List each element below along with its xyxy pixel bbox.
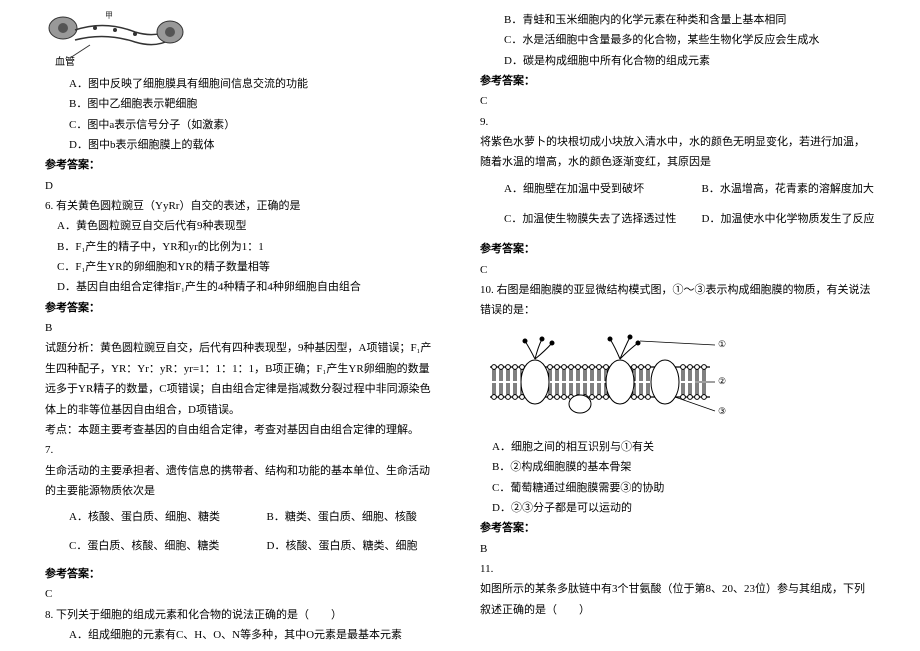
q8-opt-a: A．组成细胞的元素有C、H、O、N等多种，其中O元素是最基本元素 [45,625,440,645]
q6-explanation-2: 考点：本题主要考查基因的自由组合定律，考查对基因自由组合定律的理解。 [45,420,440,440]
q5-opt-b: B．图中乙细胞表示靶细胞 [45,94,440,114]
svg-text:③: ③ [718,406,726,416]
q6-answer-label: 参考答案： [45,298,440,318]
q10-opt-c: C．葡萄糖通过细胞膜需要③的协助 [480,478,875,498]
q7-opt-a: A．核酸、蛋白质、细胞、糖类 [45,507,243,527]
q6-stem: 6. 有关黄色圆粒豌豆（YyRr）自交的表述，正确的是 [45,196,440,216]
q9-opt-b: B．水温增高，花青素的溶解度加大 [678,179,876,199]
svg-text:②: ② [718,376,726,386]
q8-opt-b: B．青蛙和玉米细胞内的化学元素在种类和含量上基本相同 [480,10,875,30]
q6-opt-c: C．F₁产生YR的卵细胞和YR的精子数量相等 [45,257,440,277]
q7-opt-d: D．核酸、蛋白质、糖类、细胞 [243,536,441,556]
q11-stem: 如图所示的某条多肽链中有3个甘氨酸（位于第8、20、23位）参与其组成，下列叙述… [480,579,875,620]
q5-answer: D [45,176,440,196]
q8-answer-label: 参考答案： [480,71,875,91]
membrane-diagram: ① ② ③ [480,329,740,429]
q5-opt-d: D．图中b表示细胞膜上的载体 [45,135,440,155]
q9-stem: 将紫色水萝卜的块根切成小块放入清水中，水的颜色无明显变化，若进行加温，随着水温的… [480,132,875,173]
q11-number: 11. [480,559,875,579]
q9-opt-c: C．加温使生物膜失去了选择透过性 [480,209,678,229]
q9-opt-d: D．加温使水中化学物质发生了反应 [678,209,876,229]
q6-explanation-1: 试题分析：黄色圆粒豌豆自交，后代有四种表现型，9种基因型，A项错误；F₁产生四种… [45,338,440,419]
q9-answer: C [480,260,875,280]
q9-opt-a: A．细胞壁在加温中受到破坏 [480,179,678,199]
q7-number: 7. [45,440,440,460]
q10-stem: 10. 右图是细胞膜的亚显微结构模式图，①～③表示构成细胞膜的物质，有关说法错误… [480,280,875,321]
q8-answer: C [480,91,875,111]
q7-opt-b: B．糖类、蛋白质、细胞、核酸 [243,507,441,527]
q7-opt-c: C．蛋白质、核酸、细胞、糖类 [45,536,243,556]
svg-text:甲: 甲 [105,11,113,20]
q6-opt-b: B．F₁产生的精子中，YR和yr的比例为1：1 [45,237,440,257]
q7-answer-label: 参考答案： [45,564,440,584]
q8-stem: 8. 下列关于细胞的组成元素和化合物的说法正确的是（ ） [45,605,440,625]
q5-answer-label: 参考答案： [45,155,440,175]
q9-answer-label: 参考答案： [480,239,875,259]
q10-answer-label: 参考答案： [480,518,875,538]
q10-opt-a: A．细胞之间的相互识别与①有关 [480,437,875,457]
q5-opt-a: A．图中反映了细胞膜具有细胞间信息交流的功能 [45,74,440,94]
q10-answer: B [480,539,875,559]
cell-signal-diagram: 甲 血管 [45,10,185,70]
q10-opt-d: D．②③分子都是可以运动的 [480,498,875,518]
q7-answer: C [45,584,440,604]
q6-answer: B [45,318,440,338]
q7-stem: 生命活动的主要承担者、遗传信息的携带者、结构和功能的基本单位、生命活动的主要能源… [45,461,440,502]
q10-opt-b: B．②构成细胞膜的基本骨架 [480,457,875,477]
q8-opt-d: D．碳是构成细胞中所有化合物的组成元素 [480,51,875,71]
q8-opt-c: C．水是活细胞中含量最多的化合物，某些生物化学反应会生成水 [480,30,875,50]
q9-number: 9. [480,112,875,132]
q5-opt-c: C．图中a表示信号分子（如激素） [45,115,440,135]
q6-opt-d: D．基因自由组合定律指F₁产生的4种精子和4种卵细胞自由组合 [45,277,440,297]
q6-opt-a: A．黄色圆粒豌豆自交后代有9种表现型 [45,216,440,236]
svg-text:①: ① [718,339,726,349]
